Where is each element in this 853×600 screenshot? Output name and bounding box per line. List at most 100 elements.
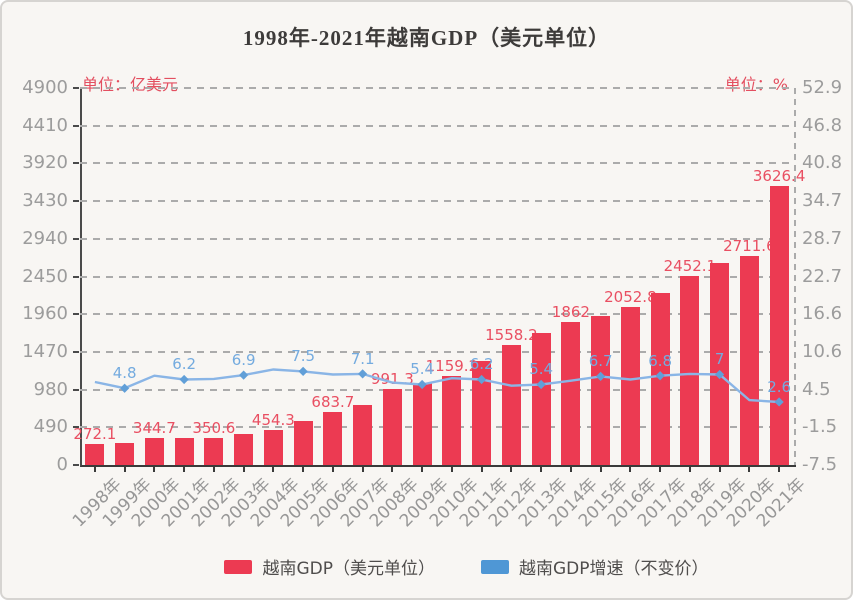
x-axis-tickmark [718,467,721,472]
legend: 越南GDP（美元单位） 越南GDP增速（不变价） [2,554,851,579]
bar-2001年 [174,438,194,465]
x-axis-tickmark [569,467,572,472]
line-value-label: 6.9 [231,351,256,370]
x-axis-tickmark [272,467,275,472]
bar-2015年 [591,316,611,465]
plot-right-border [794,88,796,465]
y-axis-tick-label-right: 10.6 [802,340,843,362]
bar-1998年 [85,444,105,465]
x-axis-tickmark [599,467,602,472]
x-axis-tickmark [688,467,691,472]
line-value-label: 7 [714,350,725,369]
bar-value-label: 1558.2 [485,326,538,345]
bar-value-label: 454.3 [251,411,295,430]
gridline [80,350,794,353]
y-axis-tick-label-right: -1.5 [802,416,838,438]
x-axis-tickmark [183,467,186,472]
y-axis-tickmark [73,275,79,278]
y-axis-tick-label-right: 40.8 [802,152,843,174]
x-axis-tickmark [212,467,215,472]
bar-2012年 [501,345,521,465]
y-axis-tick-label-right: 46.8 [802,114,843,136]
x-axis-tickmark [748,467,751,472]
y-axis-tick-label-right: -7.5 [802,454,838,475]
y-axis-tickmark [73,388,79,391]
y-axis-tick-label-left: 4410 [22,114,68,136]
legend-label-gdp: 越南GDP（美元单位） [262,559,435,579]
x-axis-tickmark [421,467,424,472]
bar-value-label: 2452.1 [663,257,717,276]
y-axis-tick-label-left: 2940 [22,227,68,249]
y-axis-tickmark [73,200,79,203]
line-value-label: 6.2 [469,355,494,374]
y-axis-tickmark [73,237,79,240]
bar-2018年 [680,276,700,465]
gridline [80,237,794,240]
y-axis-tick-label-right: 16.6 [802,303,843,325]
left-axis-unit-label: 单位：亿美元 [82,75,179,94]
bar-2005年 [293,420,313,465]
line-value-label: 4.8 [112,364,137,383]
bar-value-label: 683.7 [311,393,355,412]
bar-2004年 [263,430,283,465]
x-axis-tickmark [331,467,334,472]
line-value-label: 7.5 [291,347,316,366]
legend-swatch-gdp [224,559,253,574]
legend-swatch-growth [481,559,509,574]
bar-2011年 [472,360,492,465]
bar-2009年 [412,383,432,465]
x-axis-tickmark [93,467,96,472]
y-axis-tick-label-left: 1960 [22,303,68,325]
gridline [80,200,794,203]
bar-2006年 [323,412,343,465]
gridline [80,87,794,89]
line-value-label: 2.6 [767,377,792,396]
line-value-label: 6.7 [588,352,613,371]
bar-2017年 [650,292,670,465]
bar-1999年 [115,442,135,465]
x-axis-tickmark [659,467,662,472]
plot-area [80,88,796,467]
y-axis-tick-label-left: 3430 [22,190,68,212]
x-axis-tickmark [540,467,543,472]
bar-value-label: 344.7 [132,419,176,438]
y-axis-tick-label-left: 0 [56,454,68,475]
x-axis-tickmark [242,467,245,472]
bar-value-label: 991.3 [370,369,414,388]
bar-2014年 [561,321,581,465]
line-value-label: 5.4 [529,360,554,379]
x-axis-tickmark [361,467,364,472]
gridline [80,275,794,278]
bar-2020年 [739,256,759,465]
bar-2016年 [620,307,640,465]
y-axis-tickmark [73,426,79,429]
gridline [80,124,794,127]
y-axis-tickmark [73,87,79,89]
bar-2008年 [382,388,402,465]
gridline [80,426,794,429]
x-axis-tickmark [778,467,781,472]
x-axis-tickmark [123,467,126,472]
x-axis-tickmark [302,467,305,472]
bar-value-label: 272.1 [73,425,117,444]
bar-2000年 [144,438,164,465]
line-value-label: 6.8 [648,351,673,370]
bar-2021年 [769,185,789,465]
bar-2003年 [234,434,254,465]
bar-value-label: 1862 [551,302,590,321]
line-value-label: 6.2 [172,355,197,374]
bar-2013年 [531,333,551,465]
y-axis-tick-label-left: 3920 [22,152,68,174]
y-axis-tick-label-right: 52.9 [802,77,843,98]
bar-value-label: 350.6 [192,419,236,438]
x-axis-tickmark [629,467,632,472]
gridline [80,162,794,165]
y-axis-tick-label-left: 980 [33,378,68,400]
gridline [80,313,794,316]
y-axis-tickmark [73,350,79,353]
right-axis-unit-label: 单位：% [724,75,788,94]
chart-title: 1998年-2021年越南GDP（美元单位） [242,26,611,50]
bar-2007年 [353,405,373,465]
y-axis-tick-label-right: 4.5 [802,378,831,400]
y-axis-tickmark [73,313,79,316]
